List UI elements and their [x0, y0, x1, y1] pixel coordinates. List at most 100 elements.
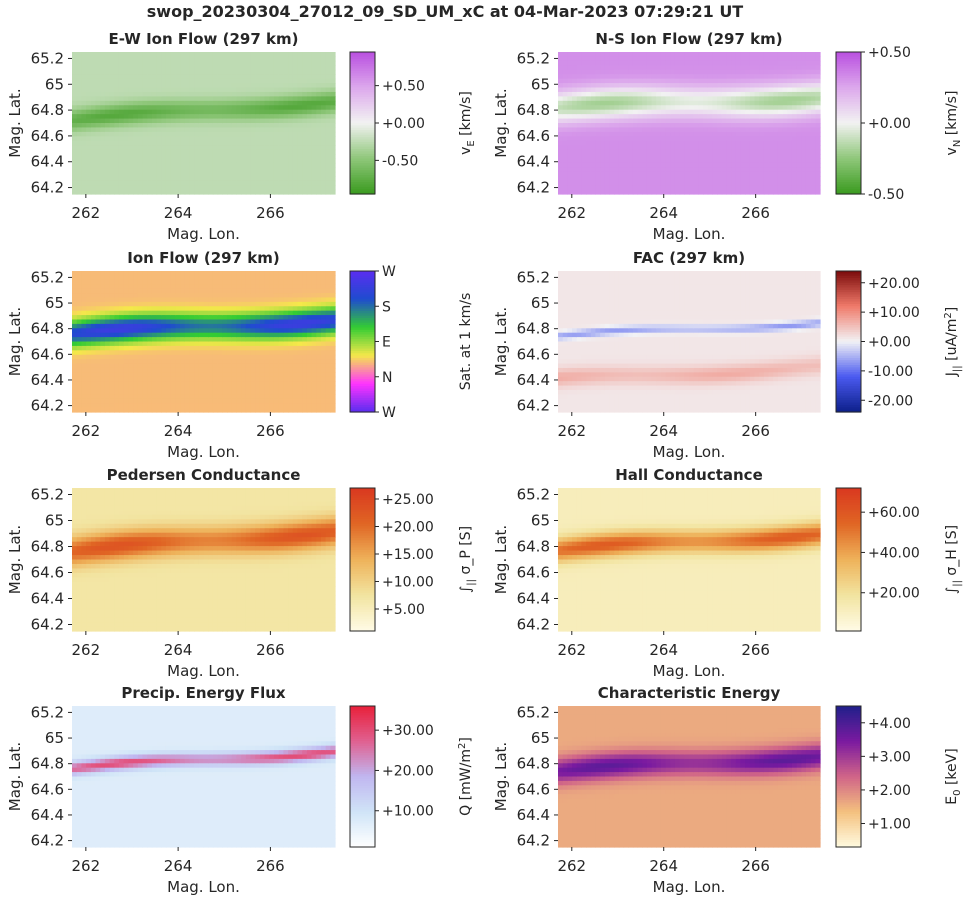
heatmap-cell — [203, 389, 209, 395]
heatmap-cell — [632, 189, 639, 195]
heatmap-cell — [735, 83, 742, 89]
heatmap-cell — [156, 279, 162, 285]
heatmap-cell — [231, 301, 237, 307]
heatmap-cell — [114, 136, 120, 142]
y-axis-label: Mag. Lat. — [6, 88, 24, 157]
heatmap-cell — [241, 284, 247, 290]
heatmap-cell — [731, 171, 737, 177]
heatmap-cell — [693, 185, 699, 191]
heatmap-cell — [189, 189, 195, 195]
heatmap-cell — [684, 140, 690, 146]
heatmap-cell — [198, 301, 205, 307]
heatmap-cell — [604, 131, 611, 137]
heatmap-cell — [170, 52, 176, 58]
colorbar-swatch — [836, 137, 861, 141]
heatmap-cell — [128, 354, 134, 360]
heatmap-cell — [679, 96, 685, 102]
heatmap-cell — [118, 337, 125, 343]
heatmap-cell — [660, 52, 667, 58]
heatmap-cell — [306, 131, 313, 137]
heatmap-cell — [198, 403, 205, 409]
heatmap-cell — [175, 341, 181, 347]
heatmap-cell — [656, 52, 662, 58]
heatmap-cell — [95, 332, 101, 338]
colorbar-swatch — [836, 108, 861, 112]
heatmap-cell — [226, 118, 233, 124]
heatmap-cell — [161, 345, 167, 351]
heatmap-cell — [245, 109, 252, 115]
heatmap-cell — [707, 154, 713, 160]
heatmap-cell — [656, 69, 662, 75]
heatmap-cell — [712, 158, 718, 164]
heatmap-cell — [156, 381, 162, 387]
heatmap-cell — [212, 65, 219, 71]
heatmap-cell — [170, 284, 176, 290]
heatmap-cell — [175, 78, 181, 84]
heatmap-cell — [161, 310, 167, 316]
heatmap-cell — [76, 332, 82, 338]
heatmap-cell — [104, 284, 111, 290]
heatmap-cell — [665, 154, 671, 160]
heatmap-cell — [175, 127, 181, 133]
heatmap-cell — [245, 56, 252, 62]
heatmap-cell — [297, 154, 303, 160]
heatmap-cell — [208, 389, 214, 395]
heatmap-cell — [76, 337, 82, 343]
heatmap-cell — [731, 189, 737, 195]
heatmap-cell — [768, 162, 774, 168]
heatmap-cell — [151, 394, 158, 400]
heatmap-cell — [684, 162, 690, 168]
heatmap-cell — [81, 91, 87, 97]
heatmap-cell — [731, 105, 737, 111]
heatmap-cell — [123, 154, 129, 160]
heatmap-cell — [796, 96, 802, 102]
heatmap-cell — [801, 185, 807, 191]
heatmap-cell — [72, 171, 78, 177]
heatmap-cell — [208, 56, 214, 62]
heatmap-cell — [100, 87, 106, 93]
heatmap-cell — [100, 127, 106, 133]
heatmap-cell — [194, 96, 200, 102]
heatmap-cell — [151, 185, 158, 191]
heatmap-cell — [123, 389, 129, 395]
heatmap-cell — [118, 65, 125, 71]
heatmap-cell — [184, 372, 191, 378]
heatmap-cell — [646, 154, 653, 160]
heatmap-cell — [269, 180, 275, 186]
heatmap-cell — [100, 100, 106, 106]
heatmap-cell — [646, 136, 653, 142]
heatmap-cell — [123, 297, 129, 303]
heatmap-cell — [259, 140, 266, 146]
heatmap-cell — [782, 145, 788, 151]
heatmap-cell — [194, 354, 200, 360]
heatmap-cell — [614, 145, 620, 151]
heatmap-cell — [250, 78, 256, 84]
heatmap-cell — [95, 279, 101, 285]
heatmap-cell — [763, 189, 770, 195]
heatmap-cell — [777, 136, 784, 142]
heatmap-cell — [95, 363, 101, 369]
heatmap-cell — [189, 319, 195, 325]
heatmap-cell — [632, 118, 639, 124]
heatmap-cell — [581, 91, 587, 97]
heatmap-cell — [791, 131, 798, 137]
heatmap-cell — [288, 162, 294, 168]
heatmap-cell — [203, 171, 209, 177]
heatmap-cell — [297, 162, 303, 168]
heatmap-cell — [787, 105, 793, 111]
heatmap-cell — [590, 109, 597, 115]
heatmap-cell — [558, 83, 564, 89]
heatmap-cell — [114, 145, 120, 151]
heatmap-cell — [203, 96, 209, 102]
heatmap-cell — [707, 83, 713, 89]
heatmap-cell — [330, 60, 336, 66]
heatmap-cell — [660, 185, 667, 191]
heatmap-cell — [81, 398, 87, 404]
heatmap-cell — [114, 171, 120, 177]
heatmap-cell — [749, 69, 756, 75]
heatmap-cell — [721, 154, 728, 160]
heatmap-cell — [208, 100, 214, 106]
heatmap-cell — [184, 167, 191, 173]
heatmap-cell — [759, 189, 765, 195]
heatmap-cell — [208, 341, 214, 347]
